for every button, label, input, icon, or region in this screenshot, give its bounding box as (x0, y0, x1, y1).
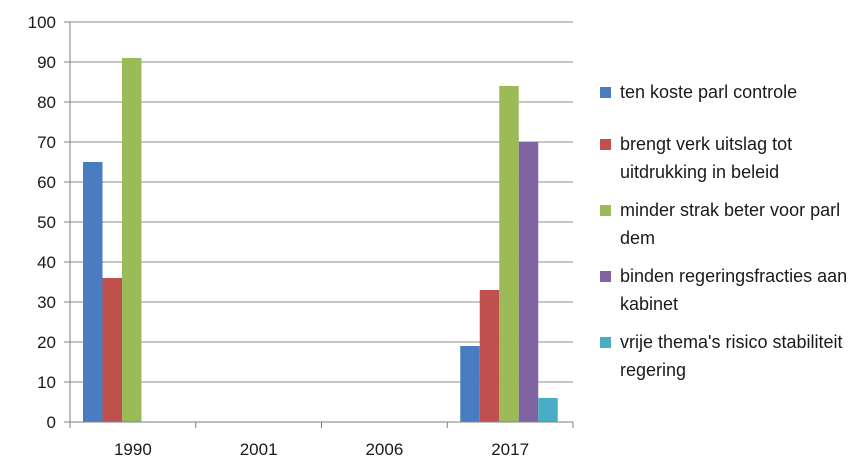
bars (83, 58, 558, 422)
legend-item-2: brengt verk uitslag tot uitdrukking in b… (600, 130, 850, 186)
legend-item-3: minder strak beter voor parl dem (600, 196, 850, 252)
legend-item-5: vrije thema's risico stabiliteit regerin… (600, 328, 850, 384)
legend-swatch-1 (600, 87, 611, 98)
bar (122, 58, 142, 422)
bar (83, 162, 103, 422)
x-tick-label: 2001 (240, 440, 278, 459)
bar (479, 290, 500, 422)
legend-label-2: brengt verk uitslag tot uitdrukking in b… (620, 134, 793, 182)
bar (102, 278, 122, 422)
legend-label-5: vrije thema's risico stabiliteit regerin… (620, 332, 843, 380)
legend-label-1: ten koste parl controle (620, 82, 798, 102)
legend-label-4: binden regeringsfracties aan kabinet (620, 266, 848, 314)
legend-swatch-2 (600, 139, 611, 150)
gridlines (70, 21, 573, 383)
legend-item-1: ten koste parl controle (600, 78, 850, 106)
legend-swatch-3 (600, 205, 611, 216)
y-tick-label: 80 (37, 93, 56, 112)
x-tick-label: 2017 (491, 440, 529, 459)
legend-swatch-5 (600, 337, 611, 348)
x-tick-label: 2006 (365, 440, 403, 459)
y-tick-label: 60 (37, 173, 56, 192)
y-tick-label: 50 (37, 213, 56, 232)
y-tick-label: 70 (37, 133, 56, 152)
legend-label-3: minder strak beter voor parl dem (620, 200, 841, 248)
y-tick-label: 90 (37, 53, 56, 72)
y-tick-label: 10 (37, 373, 56, 392)
axes (64, 21, 574, 428)
x-tick-label: 1990 (114, 440, 152, 459)
legend: ten koste parl controle brengt verk uits… (600, 78, 850, 394)
legend-swatch-4 (600, 271, 611, 282)
y-tick-label: 100 (28, 13, 56, 32)
y-tick-label: 40 (37, 253, 56, 272)
y-tick-label: 20 (37, 333, 56, 352)
bar (460, 346, 480, 422)
tick-labels: 0 10 20 30 40 50 60 70 80 90 100 1990 2001 2006 2017 (28, 13, 529, 459)
bar (538, 398, 558, 422)
y-tick-label: 30 (37, 293, 56, 312)
legend-item-4: binden regeringsfracties aan kabinet (600, 262, 850, 318)
y-tick-label: 0 (47, 413, 56, 432)
bar (518, 142, 539, 422)
bar (499, 86, 519, 422)
